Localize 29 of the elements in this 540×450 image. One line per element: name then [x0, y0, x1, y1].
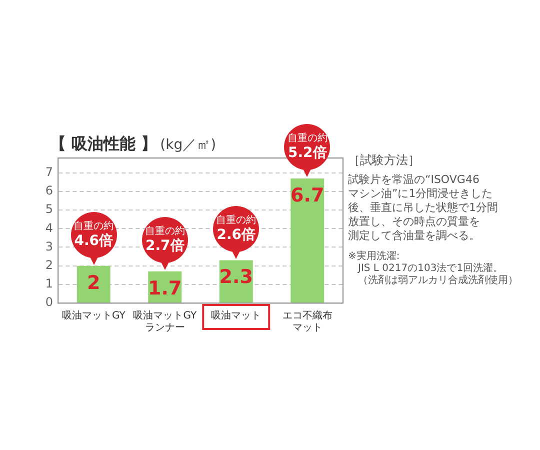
text: ［試験方法］: [348, 152, 421, 169]
x-tick-label: 吸油マット: [211, 310, 262, 322]
annotation: 自重の約2.6倍: [216, 215, 256, 244]
text: ※実用洗濯:: [348, 251, 401, 263]
x-tick-label: 吸油マットGYランナー: [133, 310, 198, 334]
y-tick-label: 0: [45, 295, 53, 310]
y-tick-label: 7: [45, 164, 53, 179]
text: JIS L 0217の103法で1回洗濯。: [356, 263, 504, 274]
text: 試験片を常温の“ISOVG46マシン油”に1分間浸せきした後、垂直に吊した状態で1分間放置し、その時点の質量を測定して含油量を調べる。: [348, 173, 499, 243]
x-tick-label: エコ不織布マット: [282, 310, 332, 334]
bar: [76, 266, 110, 302]
annotation: 自重の約5.2倍: [287, 133, 328, 162]
y-tick-label: 1: [45, 276, 53, 291]
data-label: 6.7: [290, 184, 324, 206]
y-tick-label: 2: [45, 258, 53, 272]
data-label: 2: [87, 272, 100, 294]
annotation: 自重の約4.6倍: [74, 220, 114, 249]
annotation: 自重の約2.7倍: [144, 226, 185, 254]
chart-title: 【 吸油性能 】: [50, 134, 158, 155]
bar: [290, 178, 324, 302]
y-tick-label: 5: [45, 202, 53, 216]
data-label: 1.7: [148, 277, 182, 300]
y-tick-label: 3: [45, 239, 53, 254]
y-axis-title: (kg／㎡): [160, 136, 216, 154]
data-label: 2.3: [219, 266, 253, 288]
text: （洗剤は弱アルカリ合成洗剤使用）: [357, 275, 519, 287]
y-tick-label: 4: [45, 220, 53, 235]
y-tick-label: 6: [45, 184, 53, 198]
x-tick-label: 吸油マットGY: [62, 310, 126, 322]
